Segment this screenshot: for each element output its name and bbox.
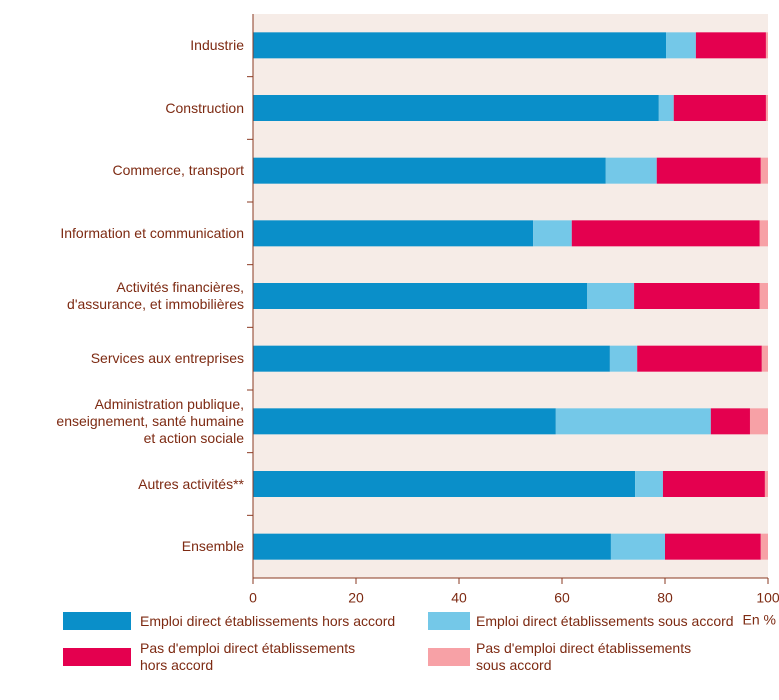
legend-label: Emploi direct établissements hors accord [140, 613, 396, 629]
y-tick-label: Autres activités** [138, 475, 244, 492]
y-tick-label: Administration publique, enseignement, s… [56, 395, 244, 446]
bar-segment [761, 345, 768, 372]
bar-segment [253, 345, 610, 372]
legend-swatch [63, 648, 131, 666]
bar-segment [764, 471, 768, 497]
bar-segment [605, 157, 657, 184]
bar-segment [253, 95, 659, 121]
x-tick-label: 60 [554, 590, 570, 606]
bar-segment [637, 345, 762, 372]
x-tick-label: 20 [348, 590, 364, 606]
bar-segment [673, 95, 766, 121]
bar-segment [710, 408, 750, 435]
bar-segment [759, 220, 768, 247]
bar-segment [253, 471, 636, 497]
bar-segment [634, 283, 760, 309]
y-tick-label: Ensemble [181, 538, 244, 555]
bar-segment [665, 533, 761, 560]
bar-segment [760, 533, 768, 560]
bar-segment [610, 533, 665, 560]
x-tick-label: 40 [451, 590, 467, 606]
legend-swatch [428, 612, 470, 630]
bar-segment [666, 32, 696, 59]
legend-label: Emploi direct établissements sous accord [476, 613, 734, 629]
bar-segment [571, 220, 760, 247]
x-tick-label: 80 [657, 590, 673, 606]
x-tick-label: 100 [756, 590, 779, 606]
bar-segment [658, 95, 674, 121]
legend-swatch [63, 612, 131, 630]
bar-segment [759, 283, 768, 309]
bar-segment [533, 220, 572, 247]
legend-label: Pas d'emploi direct établissements hors … [140, 640, 356, 673]
bar-segment [662, 471, 765, 497]
bar-segment [253, 408, 556, 435]
y-tick-label: Activités financières, d'assurance, et i… [67, 279, 244, 312]
bar-segment [253, 220, 534, 247]
y-tick-label: Industrie [190, 36, 244, 53]
bar-segment [695, 32, 766, 59]
bar-segment [749, 408, 768, 435]
bar-segment [253, 32, 667, 59]
bar-segment [253, 283, 588, 309]
y-tick-label: Information et communication [60, 224, 244, 241]
x-axis-label: En % [743, 612, 776, 628]
bar-segment [656, 157, 761, 184]
y-tick-label: Construction [165, 99, 244, 116]
y-tick-label: Services aux entreprises [90, 350, 244, 367]
bar-segment [635, 471, 663, 497]
legend-label: Pas d'emploi direct établissements sous … [476, 640, 692, 673]
bar-segment [253, 157, 606, 184]
bar-segment [765, 32, 768, 59]
bar-segment [609, 345, 638, 372]
y-tick-label: Commerce, transport [112, 162, 244, 179]
bar-segment [253, 533, 611, 560]
x-tick-label: 0 [249, 590, 257, 606]
bar-segment [765, 95, 768, 121]
bar-segment [555, 408, 711, 435]
bar-segment [760, 157, 768, 184]
bar-segment [587, 283, 635, 309]
legend-swatch [428, 648, 470, 666]
